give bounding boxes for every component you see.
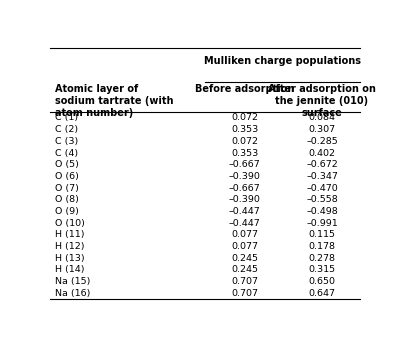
Text: 0.650: 0.650 bbox=[308, 277, 336, 286]
Text: 0.178: 0.178 bbox=[308, 242, 336, 251]
Text: –0.667: –0.667 bbox=[229, 160, 260, 169]
Text: –0.667: –0.667 bbox=[229, 184, 260, 193]
Text: –0.991: –0.991 bbox=[306, 219, 338, 228]
Text: C (2): C (2) bbox=[55, 125, 78, 134]
Text: –0.285: –0.285 bbox=[306, 137, 338, 146]
Text: –0.347: –0.347 bbox=[306, 172, 338, 181]
Text: O (9): O (9) bbox=[55, 207, 78, 216]
Text: 0.353: 0.353 bbox=[231, 125, 258, 134]
Text: O (5): O (5) bbox=[55, 160, 78, 169]
Text: O (10): O (10) bbox=[55, 219, 84, 228]
Text: 0.245: 0.245 bbox=[231, 265, 258, 274]
Text: Before adsorption: Before adsorption bbox=[195, 84, 294, 94]
Text: –0.390: –0.390 bbox=[228, 195, 260, 204]
Text: After adsorption on
the jennite (010)
surface: After adsorption on the jennite (010) su… bbox=[268, 84, 376, 118]
Text: 0.707: 0.707 bbox=[231, 277, 258, 286]
Text: 0.353: 0.353 bbox=[231, 148, 258, 158]
Text: –0.447: –0.447 bbox=[229, 219, 260, 228]
Text: Atomic layer of
sodium tartrate (with
atom number): Atomic layer of sodium tartrate (with at… bbox=[55, 84, 173, 118]
Text: –0.558: –0.558 bbox=[306, 195, 338, 204]
Text: C (1): C (1) bbox=[55, 114, 78, 122]
Text: –0.498: –0.498 bbox=[306, 207, 338, 216]
Text: 0.647: 0.647 bbox=[308, 289, 336, 298]
Text: O (6): O (6) bbox=[55, 172, 78, 181]
Text: 0.278: 0.278 bbox=[308, 254, 336, 263]
Text: 0.077: 0.077 bbox=[231, 242, 258, 251]
Text: 0.315: 0.315 bbox=[308, 265, 336, 274]
Text: 0.307: 0.307 bbox=[308, 125, 336, 134]
Text: Na (15): Na (15) bbox=[55, 277, 90, 286]
Text: Na (16): Na (16) bbox=[55, 289, 90, 298]
Text: O (8): O (8) bbox=[55, 195, 78, 204]
Text: H (14): H (14) bbox=[55, 265, 84, 274]
Text: –0.390: –0.390 bbox=[228, 172, 260, 181]
Text: Mulliken charge populations: Mulliken charge populations bbox=[204, 55, 361, 66]
Text: H (12): H (12) bbox=[55, 242, 84, 251]
Text: 0.077: 0.077 bbox=[231, 231, 258, 239]
Text: C (4): C (4) bbox=[55, 148, 78, 158]
Text: 0.245: 0.245 bbox=[231, 254, 258, 263]
Text: H (11): H (11) bbox=[55, 231, 84, 239]
Text: 0.084: 0.084 bbox=[308, 114, 336, 122]
Text: H (13): H (13) bbox=[55, 254, 84, 263]
Text: 0.402: 0.402 bbox=[308, 148, 336, 158]
Text: –0.470: –0.470 bbox=[306, 184, 338, 193]
Text: O (7): O (7) bbox=[55, 184, 78, 193]
Text: 0.072: 0.072 bbox=[231, 114, 258, 122]
Text: 0.115: 0.115 bbox=[308, 231, 336, 239]
Text: 0.707: 0.707 bbox=[231, 289, 258, 298]
Text: –0.672: –0.672 bbox=[306, 160, 338, 169]
Text: C (3): C (3) bbox=[55, 137, 78, 146]
Text: 0.072: 0.072 bbox=[231, 137, 258, 146]
Text: –0.447: –0.447 bbox=[229, 207, 260, 216]
